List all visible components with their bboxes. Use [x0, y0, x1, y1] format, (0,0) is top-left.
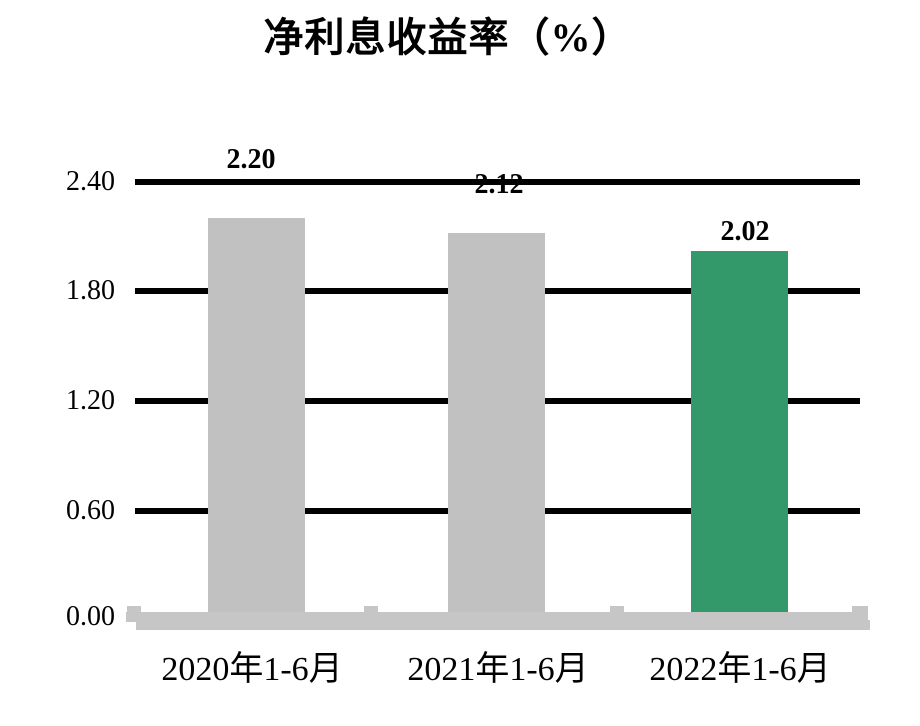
x-axis-label-2021年1-6月: 2021年1-6月	[407, 651, 589, 688]
y-axis-label: 0.00	[66, 601, 115, 632]
bar-2020年1-6月	[208, 218, 305, 614]
data-label-2020年1-6月: 2.20	[226, 144, 276, 175]
gridline-2.40	[135, 179, 860, 185]
x-axis-tick-3	[852, 606, 868, 622]
x-axis-label-2022年1-6月: 2022年1-6月	[649, 651, 831, 688]
bar-2021年1-6月	[448, 233, 545, 614]
bar-2022年1-6月	[691, 251, 788, 614]
x-axis-tick-2	[610, 606, 624, 622]
y-axis-label: 1.20	[66, 385, 115, 416]
chart-title: 净利息收益率（%）	[263, 15, 633, 60]
x-axis-tick-1	[364, 606, 378, 622]
y-axis-label: 1.80	[66, 275, 115, 306]
x-axis-band-lower	[136, 620, 870, 630]
x-axis-band-upper	[126, 612, 860, 622]
x-axis-tick-0	[127, 606, 141, 622]
data-label-2021年1-6月: 2.12	[474, 169, 524, 200]
data-label-2022年1-6月: 2.02	[720, 216, 770, 247]
x-axis-label-2020年1-6月: 2020年1-6月	[161, 651, 343, 688]
y-axis-label: 0.60	[66, 495, 115, 526]
y-axis-label: 2.40	[66, 166, 115, 197]
